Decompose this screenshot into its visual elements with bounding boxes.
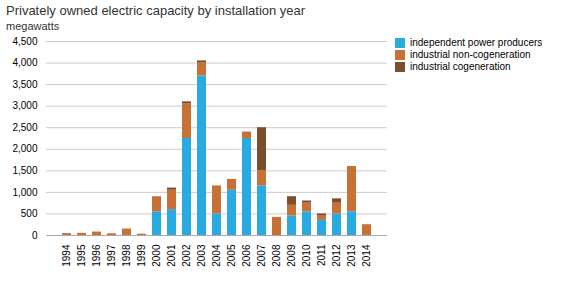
svg-text:2009: 2009 <box>286 244 297 267</box>
svg-text:2005: 2005 <box>226 244 237 267</box>
html-text:megawatts: megawatts <box>6 20 60 32</box>
html-text:industrial non-cogeneration: industrial non-cogeneration <box>410 49 531 60</box>
svg-text:2003: 2003 <box>196 244 207 267</box>
svg-text:1,500: 1,500 <box>12 165 37 176</box>
svg-text:1998: 1998 <box>121 244 132 267</box>
svg-text:2011: 2011 <box>316 244 327 266</box>
svg-text:4,000: 4,000 <box>12 57 37 68</box>
html-text:Privately owned electric capac: Privately owned electric capacity by ins… <box>6 3 306 18</box>
svg-text:2,500: 2,500 <box>12 122 37 133</box>
html-text:independent power producers: independent power producers <box>410 37 543 48</box>
svg-text:0: 0 <box>32 230 38 241</box>
svg-text:2006: 2006 <box>241 244 252 267</box>
svg-text:2000: 2000 <box>151 244 162 267</box>
svg-text:2013: 2013 <box>346 244 357 267</box>
svg-text:4,500: 4,500 <box>12 36 37 47</box>
html-text:industrial cogeneration: industrial cogeneration <box>410 61 511 72</box>
svg-text:2014: 2014 <box>361 244 372 267</box>
svg-text:3,000: 3,000 <box>12 100 37 111</box>
svg-text:2002: 2002 <box>181 244 192 267</box>
svg-text:1,000: 1,000 <box>12 187 37 198</box>
svg-text:1999: 1999 <box>136 244 147 267</box>
svg-text:3,500: 3,500 <box>12 79 37 90</box>
svg-text:2,000: 2,000 <box>12 143 37 154</box>
svg-text:2004: 2004 <box>211 244 222 267</box>
svg-text:2012: 2012 <box>331 244 342 267</box>
svg-text:2008: 2008 <box>271 244 282 267</box>
svg-text:2010: 2010 <box>301 244 312 267</box>
svg-text:1994: 1994 <box>61 244 72 267</box>
svg-text:1995: 1995 <box>76 244 87 267</box>
svg-text:1996: 1996 <box>91 244 102 267</box>
svg-text:2007: 2007 <box>256 244 267 267</box>
svg-text:2001: 2001 <box>166 244 177 267</box>
svg-text:1997: 1997 <box>106 244 117 267</box>
svg-text:500: 500 <box>21 208 38 219</box>
